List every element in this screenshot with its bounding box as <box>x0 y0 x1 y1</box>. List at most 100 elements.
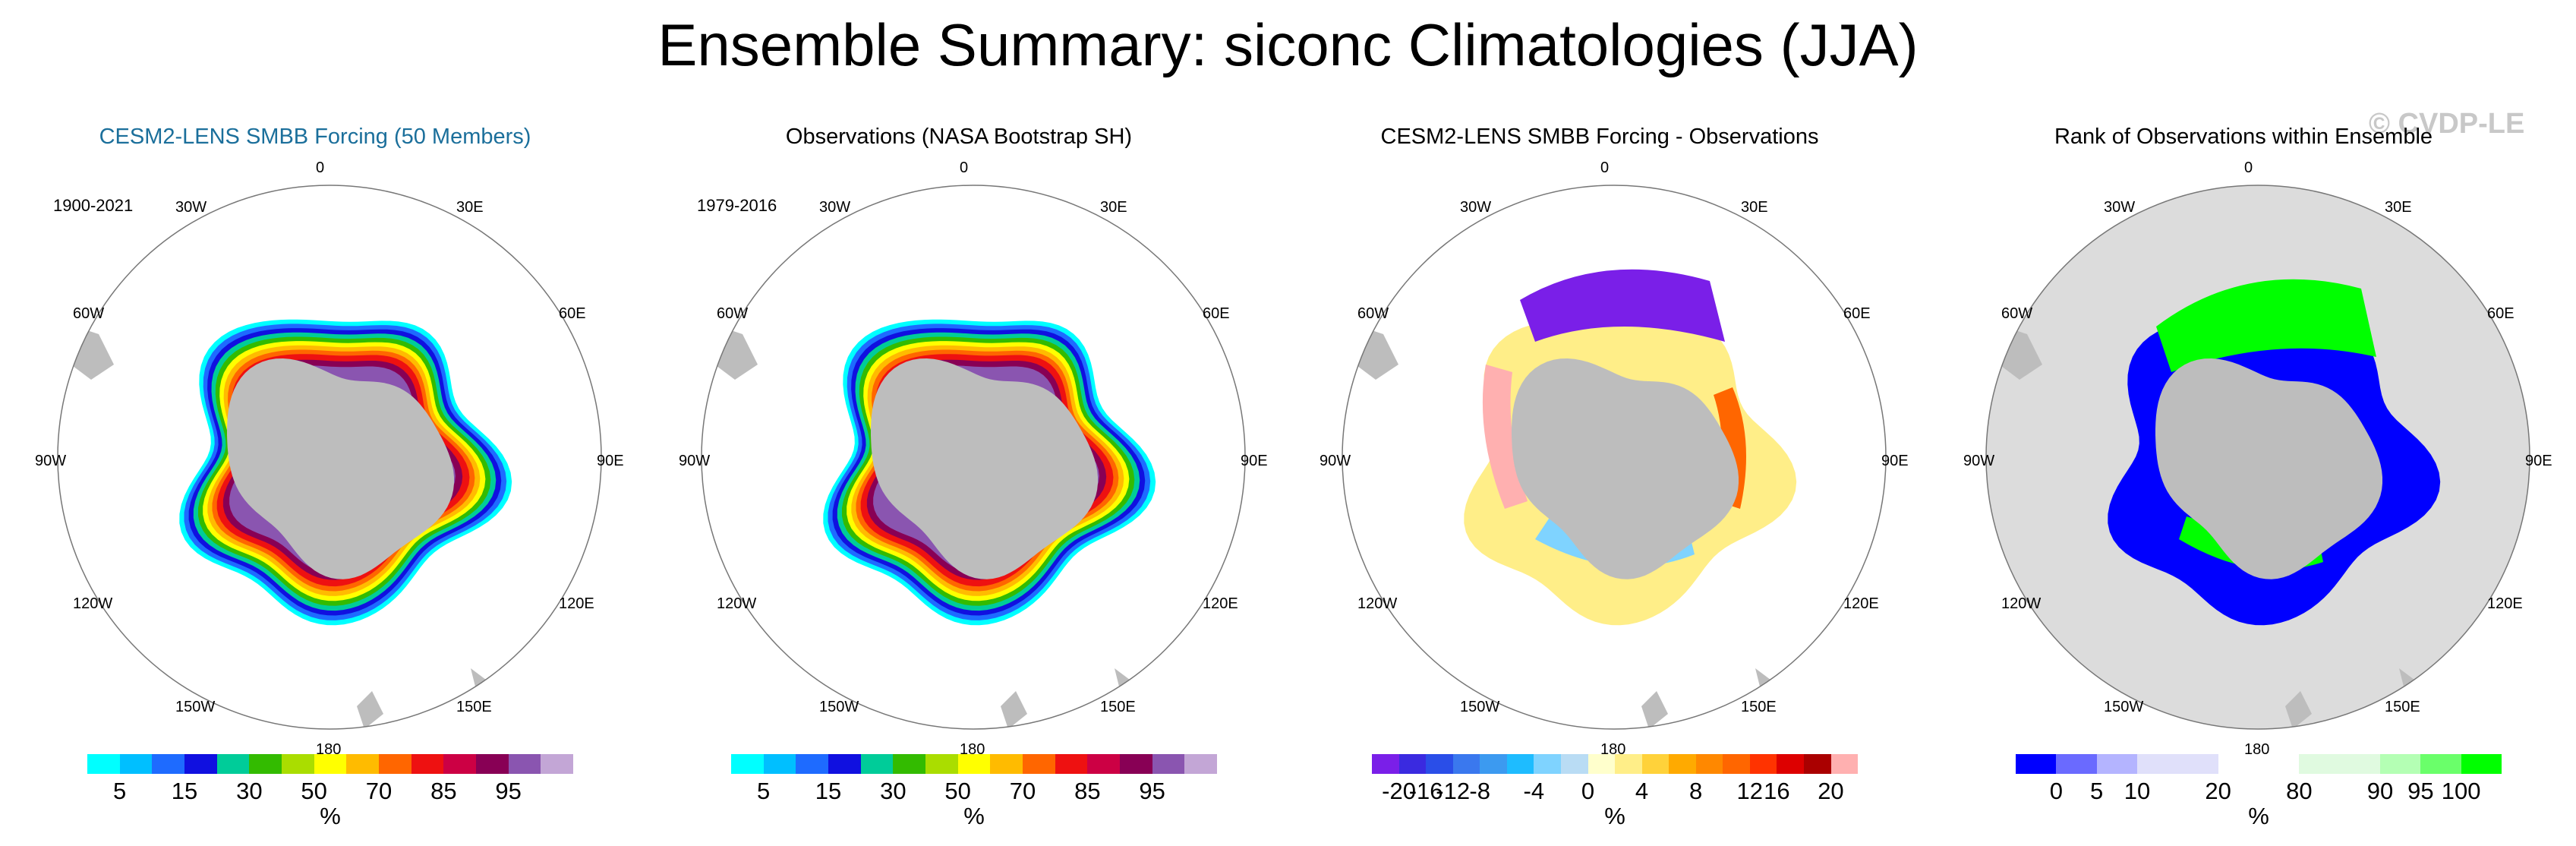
longitude-label: 30E <box>456 199 484 216</box>
new-zealand-landmass <box>2285 668 2414 729</box>
rank-high-region <box>2156 279 2376 372</box>
colorbar-tick-label: 50 <box>944 778 971 804</box>
colorbar-swatch <box>763 754 796 774</box>
colorbar-swatch <box>541 754 574 774</box>
colorbar-swatch <box>216 754 250 774</box>
colorbar <box>87 754 574 774</box>
antarctica-landmass <box>227 358 454 579</box>
longitude-label: 90W <box>679 453 711 469</box>
longitude-label: 120W <box>717 595 757 612</box>
colorbar-units: % <box>1604 803 1625 829</box>
figure-title: Ensemble Summary: siconc Climatologies (… <box>657 11 1919 78</box>
new-zealand-landmass <box>1001 668 1130 729</box>
longitude-label: 30W <box>819 199 851 216</box>
colorbar-tick-label: -16 <box>1408 778 1443 804</box>
colorbar-swatch <box>1749 754 1777 774</box>
colorbar-swatch <box>2420 754 2461 774</box>
colorbar-swatch <box>1534 754 1561 774</box>
longitude-label: 150W <box>819 699 859 715</box>
colorbar-tick-label: 20 <box>2205 778 2231 804</box>
longitude-label: 90W <box>35 453 67 469</box>
colorbar-swatch <box>282 754 314 774</box>
colorbar-swatch <box>314 754 347 774</box>
longitude-label: 60E <box>1203 305 1230 322</box>
longitude-label: 30W <box>175 199 207 216</box>
colorbar-swatch <box>1452 754 1480 774</box>
longitude-label: 30E <box>1741 199 1768 216</box>
panel-title: Rank of Observations within Ensemble <box>2054 125 2433 149</box>
watermark: © CVDP-LE <box>2369 108 2525 140</box>
longitude-label: 120E <box>1203 595 1238 612</box>
colorbar-tick-label: 20 <box>1818 778 1844 804</box>
map-panel-2: Observations (NASA Bootstrap SH) 1979-201… <box>644 114 1274 843</box>
new-zealand-landmass <box>1641 668 1770 729</box>
colorbar-swatch <box>2056 754 2097 774</box>
colorbar-swatch <box>1695 754 1723 774</box>
colorbar-tick-label: -20 <box>1382 778 1416 804</box>
longitude-label: 120W <box>2001 595 2042 612</box>
longitude-label: 90W <box>1963 453 1995 469</box>
colorbar-swatch <box>1426 754 1453 774</box>
colorbar-swatch <box>2379 754 2421 774</box>
colorbar-tick-label: 8 <box>1689 778 1703 804</box>
colorbar-swatch <box>1723 754 1750 774</box>
colorbar-tick-label: 70 <box>1009 778 1036 804</box>
map-panel-3: CESM2-LENS SMBB Forcing - Observations 0 3… <box>1285 114 1915 843</box>
colorbar-tick-label: 85 <box>430 778 457 804</box>
colorbar-swatch <box>2016 754 2057 774</box>
colorbar-tick-label: 12 <box>1736 778 1764 804</box>
colorbar-swatch <box>1669 754 1696 774</box>
longitude-label: 150E <box>2385 699 2420 715</box>
polar-map <box>57 185 602 730</box>
colorbar <box>731 754 1218 774</box>
colorbar-swatch <box>990 754 1023 774</box>
colorbar-swatch <box>346 754 380 774</box>
colorbar-tick-label: 70 <box>365 778 393 804</box>
longitude-label: 60W <box>2001 305 2033 322</box>
longitude-label: 0 <box>1600 159 1610 176</box>
colorbar-swatch <box>2177 754 2218 774</box>
panel-title: CESM2-LENS SMBB Forcing - Observations <box>1380 125 1819 149</box>
map-boundary <box>57 185 602 730</box>
longitude-label: 60E <box>1843 305 1871 322</box>
colorbar-tick-label: 95 <box>2407 778 2434 804</box>
colorbar-swatch <box>443 754 477 774</box>
colorbar <box>2016 754 2502 774</box>
colorbar-swatch <box>1398 754 1427 774</box>
longitude-label: 150W <box>2104 699 2144 715</box>
colorbar-swatch <box>119 754 153 774</box>
colorbar-swatch <box>1023 754 1055 774</box>
colorbar-swatch <box>411 754 444 774</box>
polar-map <box>1342 185 1887 730</box>
colorbar <box>1372 754 1859 774</box>
colorbar-swatch <box>957 754 991 774</box>
colorbar-tick-label: 30 <box>880 778 906 804</box>
longitude-label: 0 <box>960 159 969 176</box>
colorbar-swatch <box>2299 754 2340 774</box>
longitude-label: 90E <box>2525 453 2552 469</box>
longitude-label: 120W <box>1357 595 1398 612</box>
longitude-label: 90E <box>1881 453 1909 469</box>
colorbar-swatch <box>249 754 282 774</box>
colorbar-tick-label: -4 <box>1523 778 1545 804</box>
colorbar-tick-label: -8 <box>1469 778 1491 804</box>
colorbar-tick-label: 10 <box>2124 778 2151 804</box>
colorbar-tick-label: 30 <box>236 778 263 804</box>
colorbar-swatch <box>1560 754 1588 774</box>
colorbar-swatch <box>2461 754 2502 774</box>
colorbar-tick-label: 80 <box>2286 778 2313 804</box>
longitude-label: 60W <box>73 305 105 322</box>
colorbar-swatch <box>1588 754 1616 774</box>
colorbar-swatch <box>1777 754 1804 774</box>
longitude-label: 150W <box>175 699 216 715</box>
longitude-label: 0 <box>316 159 325 176</box>
colorbar-tick-label: 95 <box>1139 778 1165 804</box>
colorbar-swatch <box>2096 754 2137 774</box>
longitude-label: 150E <box>1100 699 1136 715</box>
longitude-label: 60E <box>559 305 586 322</box>
longitude-label: 60W <box>1357 305 1389 322</box>
antarctica-landmass <box>1512 358 1739 579</box>
colorbar-swatch <box>1641 754 1670 774</box>
colorbar-swatch <box>1804 754 1831 774</box>
colorbar-swatch <box>1480 754 1507 774</box>
